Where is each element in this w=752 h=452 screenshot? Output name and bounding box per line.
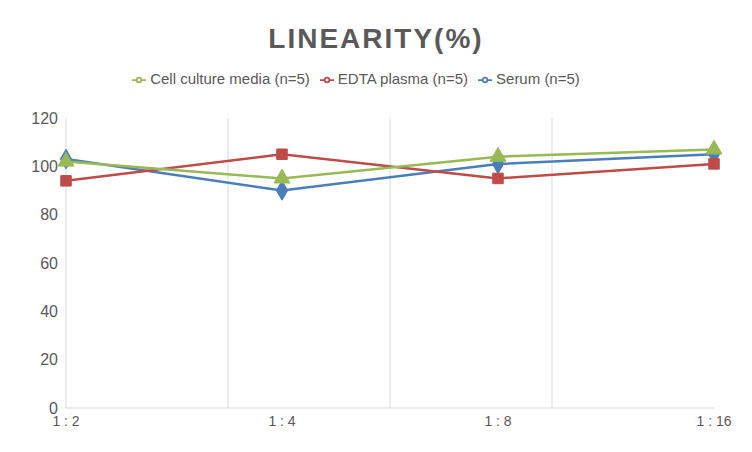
svg-text:80: 80 <box>40 206 58 223</box>
svg-text:1 : 4: 1 : 4 <box>268 413 295 429</box>
svg-text:0: 0 <box>49 400 58 417</box>
svg-text:1 : 2: 1 : 2 <box>52 412 80 429</box>
html-text:Serum (n=5): Serum (n=5) <box>496 70 580 87</box>
svg-text:40: 40 <box>40 303 58 320</box>
html-text:EDTA plasma (n=5): EDTA plasma (n=5) <box>337 70 468 87</box>
html-text:LINEARITY(%): LINEARITY(%) <box>268 23 484 54</box>
svg-text:1 : 8: 1 : 8 <box>484 413 511 429</box>
svg-text:1 : 16: 1 : 16 <box>696 413 731 429</box>
svg-text:120: 120 <box>31 110 58 127</box>
svg-text:60: 60 <box>40 255 58 272</box>
svg-text:20: 20 <box>40 351 58 368</box>
svg-text:100: 100 <box>31 158 58 175</box>
html-text:Cell culture media (n=5): Cell culture media (n=5) <box>150 70 310 87</box>
